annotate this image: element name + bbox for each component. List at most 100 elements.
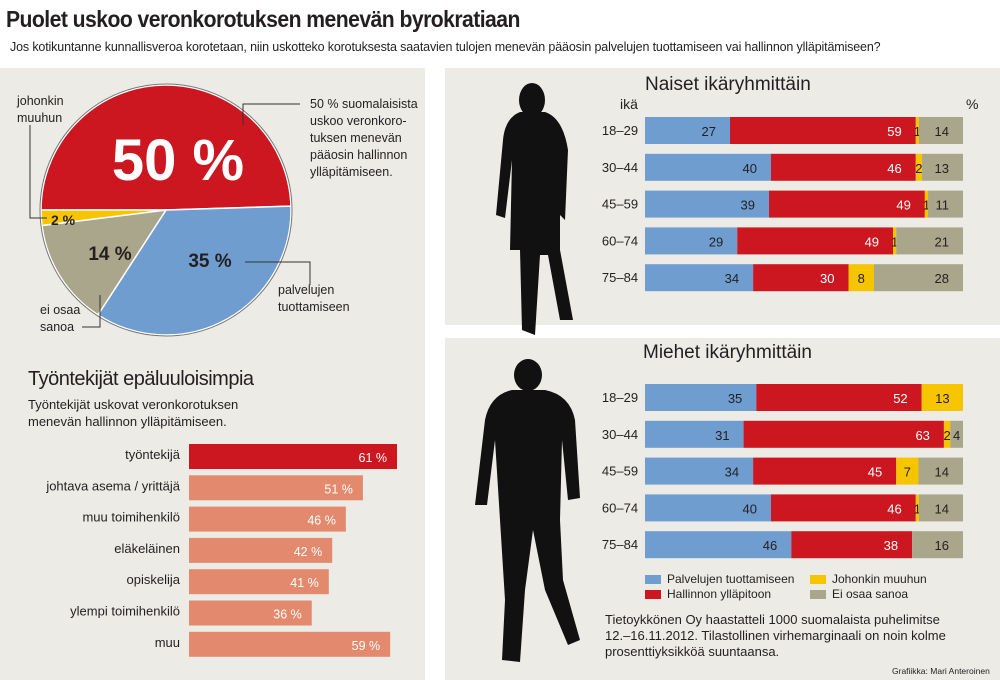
men-stacked-bar-chart: 18–29 35 52 13 30–44 31 63 2 4 45–59 34 45 7 14 60–74 4… bbox=[602, 384, 963, 559]
source-line: 12.–16.11.2012. Tilastollinen virhemargi… bbox=[605, 628, 946, 643]
page-title: Puolet uskoo veronkorotuksen menevän byr… bbox=[6, 6, 520, 32]
legend-item: Palvelujen tuottamiseen bbox=[645, 572, 794, 586]
description-line: Työntekijät uskovat veronkorotuksen bbox=[28, 397, 239, 412]
occupation-bar-value: 42 % bbox=[294, 545, 323, 559]
bar-value-eos: 14 bbox=[935, 501, 949, 516]
bar-value-palvelut: 29 bbox=[709, 234, 723, 249]
bar-value-palvelut: 31 bbox=[715, 428, 729, 443]
occupation-category-label: johtava asema / yrittäjä bbox=[45, 478, 180, 493]
bar-segment-eos bbox=[928, 190, 963, 218]
legend-label: Hallinnon ylläpitoon bbox=[667, 587, 772, 601]
man-silhouette-icon bbox=[475, 359, 580, 662]
occupation-bar bbox=[189, 506, 346, 532]
legend-swatch bbox=[810, 574, 826, 584]
legend-label: Johonkin muuhun bbox=[832, 572, 927, 586]
women-heading: Naiset ikäryhmittäin bbox=[645, 74, 811, 95]
legend-swatch bbox=[810, 589, 826, 599]
bar-segment-hallinto bbox=[730, 117, 916, 144]
bar-value-hallinto: 30 bbox=[820, 271, 834, 286]
occupation-bar-value: 51 % bbox=[324, 482, 353, 496]
occupation-category-label: opiskelija bbox=[127, 572, 181, 587]
leader-lines bbox=[29, 103, 311, 328]
bar-value-hallinto: 49 bbox=[865, 234, 879, 249]
bar-segment-palvelut bbox=[645, 153, 771, 181]
bar-value-palvelut: 27 bbox=[702, 124, 716, 139]
bar-value-eos: 16 bbox=[935, 538, 949, 553]
source-line: prosenttiyksikköä suuntaansa. bbox=[605, 644, 780, 659]
bar-value-muu: 1 bbox=[914, 124, 921, 139]
bar-value-hallinto: 63 bbox=[915, 428, 929, 443]
age-group-label: 60–74 bbox=[602, 233, 638, 248]
occupation-bar-value: 61 % bbox=[359, 451, 388, 465]
bar-segment-eos bbox=[912, 531, 963, 559]
bar-segment-eos bbox=[873, 264, 963, 292]
bar-segment-palvelut bbox=[645, 531, 792, 559]
bar-segment-hallinto bbox=[791, 531, 913, 559]
pie-slice-palvelut bbox=[96, 205, 292, 336]
bar-value-muu: 7 bbox=[904, 465, 911, 480]
legend-label: Ei osaa sanoa bbox=[832, 587, 909, 601]
pie-label-muu: johonkin muuhun bbox=[17, 93, 64, 127]
bar-segment-muu bbox=[915, 494, 919, 522]
bar-value-hallinto: 38 bbox=[884, 538, 898, 553]
bar-value-eos: 14 bbox=[935, 465, 949, 480]
age-group-label: 75–84 bbox=[602, 537, 638, 552]
bar-segment-hallinto bbox=[743, 420, 944, 448]
legend-swatch bbox=[645, 574, 661, 584]
description-line: menevän hallinnon ylläpitämiseen. bbox=[28, 414, 227, 429]
legend-label: Palvelujen tuottamiseen bbox=[667, 572, 795, 586]
age-group-label: 60–74 bbox=[602, 500, 638, 515]
bar-segment-eos bbox=[918, 494, 963, 522]
bar-segment-muu bbox=[893, 227, 897, 255]
source-note: Tietoykkönen Oy haastatteli 1000 suomala… bbox=[605, 612, 946, 660]
occupation-category-label: työntekijä bbox=[125, 447, 181, 462]
bar-value-hallinto: 45 bbox=[868, 465, 882, 480]
woman-silhouette-icon bbox=[496, 83, 573, 335]
occupation-bar bbox=[189, 475, 363, 501]
occupation-bar-value: 36 % bbox=[273, 608, 302, 622]
age-group-label: 45–59 bbox=[602, 464, 638, 479]
pie-value-eos: 14 % bbox=[88, 244, 131, 265]
bar-value-hallinto: 52 bbox=[893, 391, 907, 406]
label-line: palvelujen bbox=[278, 283, 335, 297]
pie-value-muu: 2 % bbox=[51, 212, 76, 228]
age-group-label: 30–44 bbox=[602, 427, 638, 442]
men-heading: Miehet ikäryhmittäin bbox=[643, 342, 812, 363]
bar-segment-palvelut bbox=[645, 494, 771, 522]
pie-value-hallinto: 50 % bbox=[112, 128, 244, 193]
bar-segment-hallinto bbox=[756, 384, 922, 411]
occupation-category-label: ylempi toimihenkilö bbox=[70, 604, 180, 619]
leader-line-hallinto bbox=[242, 103, 300, 125]
bar-value-muu: 1 bbox=[891, 234, 898, 249]
bar-value-hallinto: 46 bbox=[887, 161, 901, 176]
bar-segment-eos bbox=[918, 457, 963, 485]
occupation-category-label: eläkeläinen bbox=[114, 541, 180, 556]
bar-value-muu: 1 bbox=[914, 501, 921, 516]
bar-value-muu: 13 bbox=[935, 391, 949, 406]
bar-segment-hallinto bbox=[753, 264, 849, 292]
occupation-bar-value: 41 % bbox=[290, 576, 319, 590]
bar-value-eos: 4 bbox=[953, 428, 960, 443]
pie-slice-hallinto bbox=[40, 84, 292, 211]
unit-label: % bbox=[966, 96, 979, 112]
occupation-description: Työntekijät uskovat veronkorotuksen mene… bbox=[28, 396, 238, 430]
bar-segment-hallinto bbox=[769, 190, 925, 218]
age-axis-label: ikä bbox=[620, 96, 638, 112]
bar-value-eos: 21 bbox=[935, 234, 949, 249]
occupation-bar bbox=[189, 631, 391, 657]
bar-value-palvelut: 35 bbox=[728, 391, 742, 406]
age-group-label: 18–29 bbox=[602, 123, 638, 138]
age-group-label: 45–59 bbox=[602, 197, 638, 212]
pie-slice-eos bbox=[41, 209, 168, 316]
occupation-heading: Työntekijät epäluuloisimpia bbox=[28, 368, 254, 390]
bar-value-eos: 11 bbox=[936, 198, 950, 213]
bar-segment-hallinto bbox=[770, 153, 916, 181]
occupation-bar bbox=[189, 444, 397, 469]
pie-value-palvelut: 35 % bbox=[188, 251, 231, 272]
bar-segment-muu bbox=[921, 384, 963, 411]
bar-segment-hallinto bbox=[753, 457, 897, 485]
bar-segment-eos bbox=[896, 227, 963, 255]
legend-item: Ei osaa sanoa bbox=[810, 587, 908, 601]
occupation-bar-value: 59 % bbox=[352, 639, 381, 653]
